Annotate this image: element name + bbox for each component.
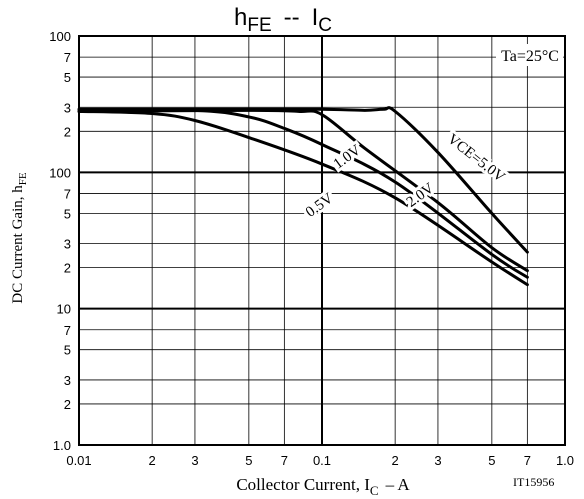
x-tick-label: 1.0 [556,453,574,468]
y-tick-label: 3 [64,373,71,388]
y-tick-label: 100 [49,29,71,44]
figure-id: IT15956 [513,475,554,489]
y-axis-label: DC Current Gain, hFE [10,172,29,303]
x-tick-label: 2 [149,453,156,468]
title-h: h [234,4,247,31]
xlabel-sub: C [370,483,379,498]
x-tick-label: 2 [392,453,399,468]
series-line-05v [77,109,529,287]
ylabel-main: DC Current Gain, h [10,185,26,304]
series-label: 1.0V1.0V [328,139,367,175]
ylabel-sub: FE [17,172,29,185]
y-tick-label: 5 [64,70,71,85]
series-label: 2.0V2.0V [401,177,440,213]
annotation-ta: Ta=25°C [501,48,559,65]
series-label-text: VCE=5.0V [444,131,508,186]
series-line-20v [77,108,529,273]
y-tick-label: 10 [57,302,71,317]
x-tick-label: 5 [488,453,495,468]
x-tick-label: 7 [524,453,531,468]
title-sub-c: C [318,15,332,36]
plot-frame [78,35,566,446]
series-label-text: 0.5V [303,190,336,220]
series-label-text: 2.0V [404,180,437,210]
x-axis-label: Collector Current, IC – A [236,475,410,498]
x-tick-label: 0.1 [313,453,331,468]
title-i: I [312,4,319,31]
title-sep: -- [284,4,300,31]
series-label-text: 1.0V [331,142,364,172]
y-tick-label: 2 [64,124,71,139]
x-tick-label: 3 [434,453,441,468]
y-tick-label: 2 [64,397,71,412]
chart-title: hFE -- IC [234,4,332,36]
series-label: 0.5V0.5V [300,187,339,223]
y-tick-label: 5 [64,343,71,358]
y-tick-label: 7 [64,50,71,65]
y-tick-label: 7 [64,323,71,338]
y-tick-label: 1.0 [53,438,71,453]
y-tick-label: 2 [64,261,71,276]
series-line-10v [77,108,529,279]
chart-curves [77,106,529,287]
xlabel-main: Collector Current, I [236,475,370,494]
y-tick-label: 3 [64,237,71,252]
y-tick-label: 100 [49,165,71,180]
y-tick-label: 3 [64,100,71,115]
y-tick-label: 7 [64,186,71,201]
title-sub-fe: FE [247,15,271,36]
chart-grid [78,35,566,446]
xlabel-unit: – A [385,475,411,494]
y-tick-label: 5 [64,206,71,221]
x-tick-label: 0.01 [66,453,91,468]
x-tick-label: 7 [281,453,288,468]
annotation-box [496,44,563,66]
x-tick-label: 3 [191,453,198,468]
x-tick-label: 5 [245,453,252,468]
